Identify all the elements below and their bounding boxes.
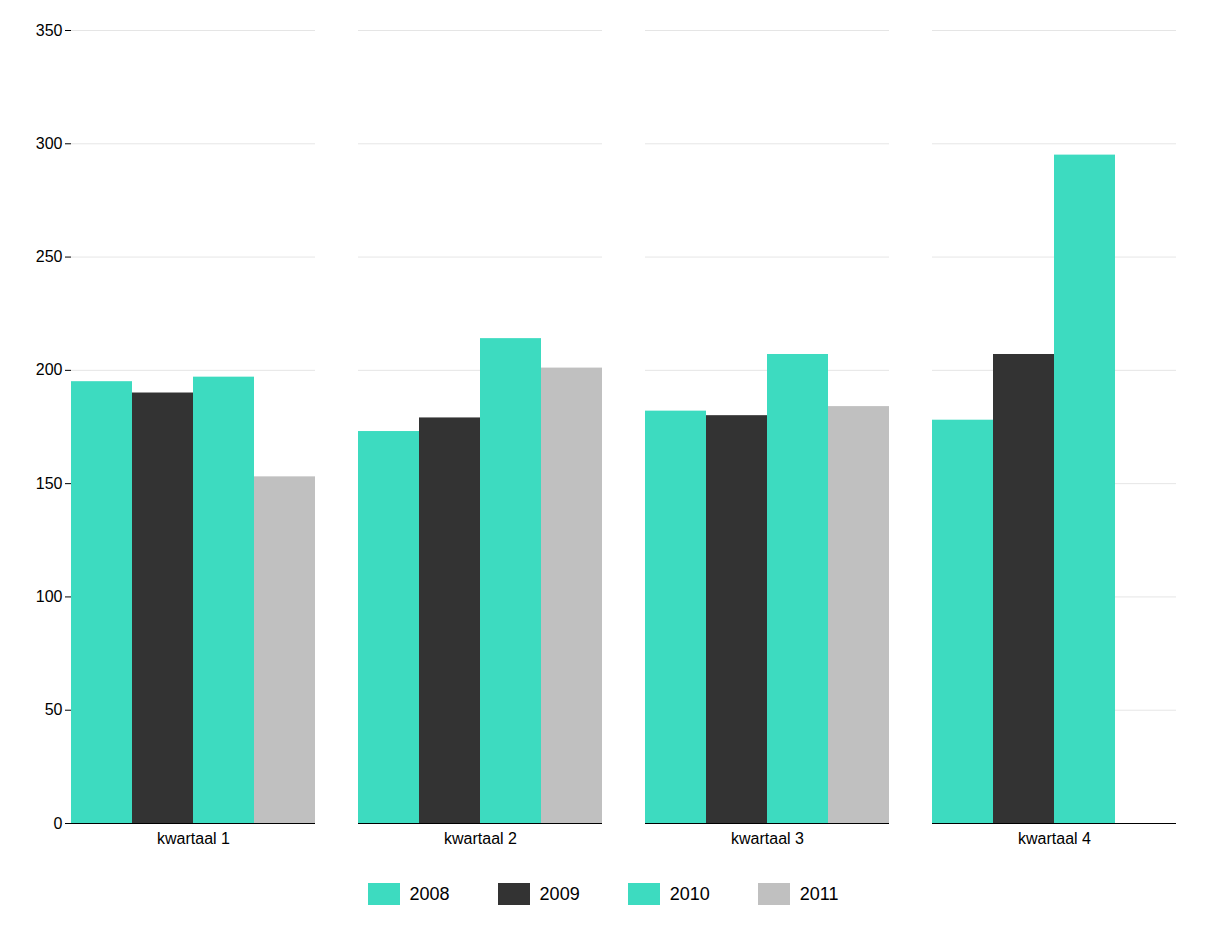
svg-text:kwartaal 2: kwartaal 2 [444, 830, 517, 847]
html-text:2009: 2009 [539, 883, 580, 904]
html-text:2008: 2008 [409, 883, 450, 904]
svg-text:100: 100 [36, 588, 63, 605]
svg-text:kwartaal 1: kwartaal 1 [157, 830, 230, 847]
svg-text:350: 350 [36, 22, 63, 39]
svg-text:kwartaal 3: kwartaal 3 [731, 830, 804, 847]
svg-text:150: 150 [36, 475, 63, 492]
svg-text:0: 0 [54, 815, 63, 832]
html-text:2011: 2011 [799, 883, 839, 904]
svg-text:250: 250 [36, 248, 63, 265]
svg-text:300: 300 [36, 135, 63, 152]
svg-text:kwartaal 4: kwartaal 4 [1018, 830, 1091, 847]
svg-text:50: 50 [45, 701, 63, 718]
svg-text:200: 200 [36, 361, 63, 378]
html-text:2010: 2010 [669, 883, 710, 904]
